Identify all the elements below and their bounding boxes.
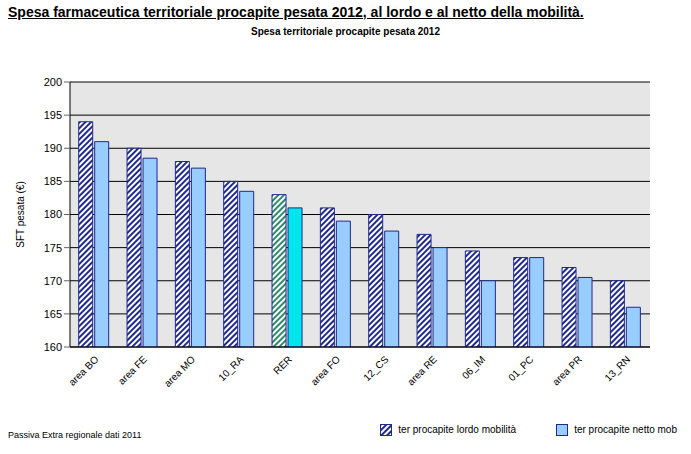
svg-text:area FE: area FE bbox=[116, 353, 149, 386]
svg-text:200: 200 bbox=[44, 76, 62, 88]
svg-text:01_PC: 01_PC bbox=[506, 354, 535, 383]
svg-text:area MO: area MO bbox=[162, 354, 197, 389]
svg-text:160: 160 bbox=[44, 341, 62, 353]
svg-text:190: 190 bbox=[44, 142, 62, 154]
svg-text:SFT pesata (€): SFT pesata (€) bbox=[15, 181, 26, 248]
svg-text:area RE: area RE bbox=[405, 353, 439, 387]
html-text:Spesa territoriale procapite p: Spesa territoriale procapite pesata 2012 bbox=[251, 26, 440, 37]
svg-text:185: 185 bbox=[44, 175, 62, 187]
svg-text:165: 165 bbox=[44, 308, 62, 320]
html-text:ter procapite lordo mobilità: ter procapite lordo mobilità bbox=[398, 424, 517, 435]
svg-text:area FO: area FO bbox=[309, 354, 343, 388]
svg-text:10_RA: 10_RA bbox=[216, 353, 246, 383]
svg-text:area BO: area BO bbox=[66, 354, 100, 388]
svg-text:175: 175 bbox=[44, 242, 62, 254]
svg-text:13_RN: 13_RN bbox=[602, 354, 632, 384]
svg-text:area PR: area PR bbox=[550, 354, 584, 388]
html-text:ter procapite netto mob: ter procapite netto mob bbox=[574, 424, 677, 435]
svg-text:RER: RER bbox=[271, 354, 294, 377]
svg-text:06_IM: 06_IM bbox=[460, 354, 487, 381]
html-text:Spesa farmaceutica territorial: Spesa farmaceutica territoriale procapit… bbox=[8, 4, 584, 20]
html-text:Passiva Extra regionale dati 2: Passiva Extra regionale dati 2011 bbox=[8, 430, 142, 440]
svg-text:170: 170 bbox=[44, 275, 62, 287]
svg-text:180: 180 bbox=[44, 208, 62, 220]
svg-text:12_CS: 12_CS bbox=[361, 353, 391, 383]
svg-text:195: 195 bbox=[44, 109, 62, 121]
